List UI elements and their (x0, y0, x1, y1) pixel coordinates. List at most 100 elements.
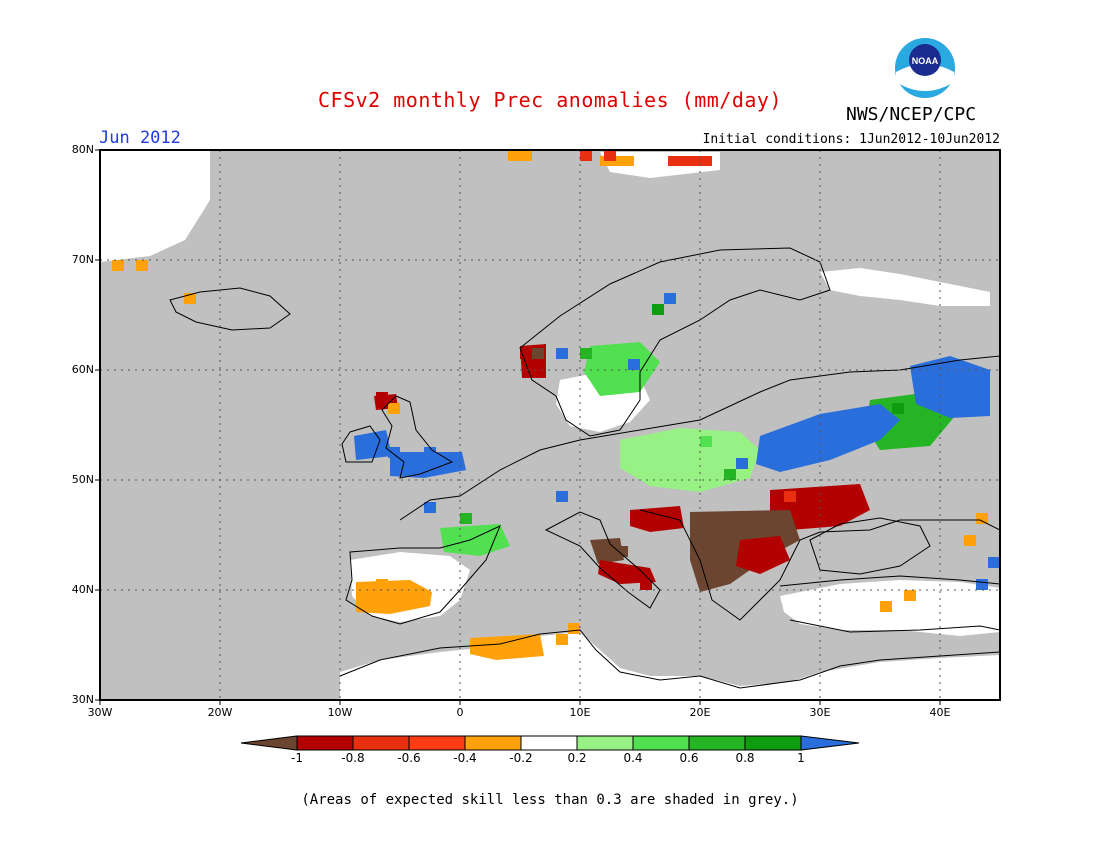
lon-label-0: 0 (456, 706, 464, 719)
anomaly-cell (784, 491, 796, 502)
colorbar-segment (688, 735, 746, 751)
anomaly-cell (604, 150, 616, 161)
initial-conditions-label: Initial conditions: 1Jun2012-10Jun2012 (702, 132, 1000, 147)
kola-white (820, 268, 990, 306)
lon-label-10e: 10E (569, 706, 591, 719)
anomaly-cell (184, 293, 196, 304)
anomaly-cell (904, 590, 916, 601)
lon-ticks (99, 700, 941, 705)
anomaly-cell (364, 436, 376, 447)
colorbar-label-p02: 0.2 (567, 751, 587, 765)
anomaly-cell (976, 513, 988, 524)
map-frame (99, 149, 1001, 701)
anomaly-cell (652, 304, 664, 315)
anomaly-cell (784, 447, 796, 458)
anomaly-cell (424, 502, 436, 513)
anomaly-cell (556, 348, 568, 359)
svalbard-red (668, 156, 712, 166)
anomaly-cell (820, 502, 832, 513)
anomaly-cell (580, 348, 592, 359)
colorbar-label-m02: -0.2 (509, 751, 533, 765)
period-label: Jun 2012 (99, 128, 181, 148)
anomaly-cell (520, 348, 532, 359)
anomaly-cell (580, 150, 592, 161)
colorbar-label-p04: 0.4 (623, 751, 643, 765)
anomaly-cell (868, 414, 880, 425)
balkans-outline (639, 509, 1000, 621)
lon-label-20e: 20E (689, 706, 711, 719)
iberia-orange (356, 580, 432, 614)
scandinavia-outline (519, 247, 831, 437)
anomaly-cell (556, 491, 568, 502)
colorbar-segment (632, 735, 690, 751)
anomaly-cell (712, 546, 724, 557)
skill-footnote: (Areas of expected skill less than 0.3 a… (301, 792, 799, 808)
anomaly-cell (736, 458, 748, 469)
anomaly-cell (484, 645, 496, 656)
anomaly-cell (460, 513, 472, 524)
colorbar-right-arrow (800, 735, 860, 751)
ireland-outline (341, 425, 381, 463)
graticule (100, 150, 1000, 700)
anomaly-cell (616, 546, 628, 557)
lat-label-40n: 40N (71, 583, 94, 596)
lat-label-50n: 50N (71, 473, 94, 486)
anomaly-cell (136, 260, 148, 271)
colorbar-segment (408, 735, 466, 751)
colorbar-segment (296, 735, 354, 751)
anomaly-cell (772, 546, 784, 557)
anomaly-cell (388, 447, 400, 458)
anomaly-cell (700, 568, 712, 579)
anomaly-cell (664, 293, 676, 304)
balkans-red (736, 536, 790, 574)
italy-brown (590, 538, 624, 564)
anomaly-cell (520, 150, 532, 161)
colorbar-segment (464, 735, 522, 751)
anomaly-cell (556, 634, 568, 645)
anomaly-cell (988, 557, 1000, 568)
colorbar-label-p1: 1 (797, 751, 805, 765)
figure-title: CFSv2 monthly Prec anomalies (mm/day) (317, 88, 783, 112)
colorbar-label-m06: -0.6 (397, 751, 421, 765)
anomaly-cell (964, 381, 976, 392)
anomaly-cell (796, 513, 808, 524)
colorbar-left-arrow (240, 735, 298, 751)
logo-inner (909, 44, 941, 76)
anomaly-cell (388, 403, 400, 414)
lon-label-40e: 40E (929, 706, 951, 719)
lon-label-30w: 30W (87, 706, 113, 719)
anomaly-cell (880, 601, 892, 612)
norway-green (584, 342, 660, 396)
logo-text: NOAA (912, 56, 939, 66)
anomaly-cell (652, 513, 664, 524)
greenland-white (100, 150, 210, 262)
anomaly-cell (568, 623, 580, 634)
anomaly-cell (928, 381, 940, 392)
anomaly-cell (376, 392, 388, 403)
lon-label-20w: 20W (207, 706, 233, 719)
africa-orange (470, 634, 544, 660)
anomaly-cell (628, 359, 640, 370)
anomaly-cell (964, 535, 976, 546)
organization-label: NWS/NCEP/CPC (846, 104, 977, 125)
uk-outline (381, 395, 454, 479)
colorbar-label-m08: -0.8 (341, 751, 365, 765)
anomaly-cell (820, 436, 832, 447)
colorbar-segment (744, 735, 802, 751)
anomaly-cell (976, 579, 988, 590)
colorbar-label-p06: 0.6 (679, 751, 699, 765)
italy-red (598, 560, 656, 584)
colorbar-segment (352, 735, 410, 751)
anomaly-cell (424, 447, 436, 458)
anomaly-cell (112, 260, 124, 271)
anomaly-cell (532, 348, 544, 359)
spain-green (440, 524, 510, 556)
anomaly-cell (628, 568, 640, 579)
anomaly-cell (520, 645, 532, 656)
lat-ticks (95, 149, 100, 701)
noaa-logo: NOAA (895, 38, 955, 98)
lat-label-80n: 80N (71, 143, 94, 156)
ural-blue (910, 356, 990, 418)
lat-label-70n: 70N (71, 253, 94, 266)
